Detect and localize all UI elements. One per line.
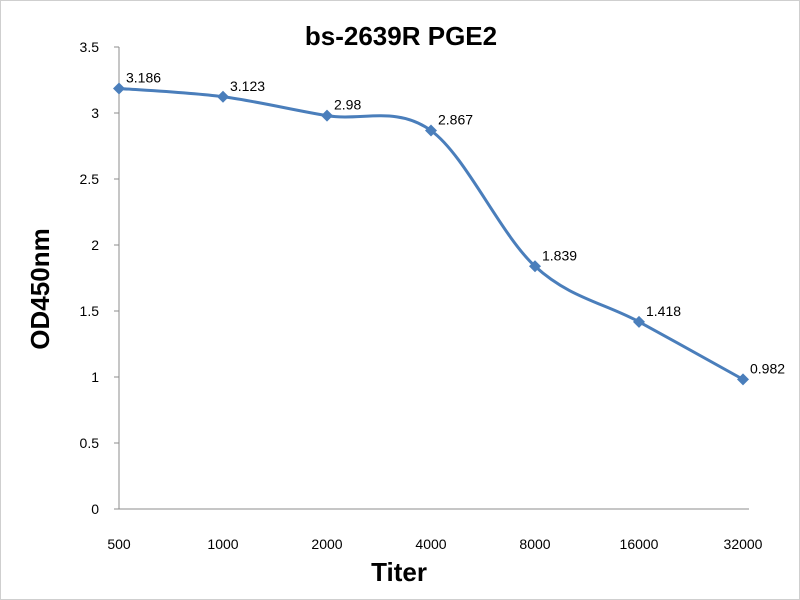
x-tick-label: 4000 (415, 536, 446, 552)
y-tick-label: 1 (91, 369, 99, 385)
y-axis-title: OD450nm (25, 228, 55, 349)
chart-title: bs-2639R PGE2 (305, 21, 497, 51)
x-tick-label: 500 (107, 536, 131, 552)
y-tick-label: 3 (91, 105, 99, 121)
x-tick-label: 2000 (311, 536, 342, 552)
data-point (737, 373, 749, 386)
x-axis-title: Titer (371, 557, 427, 587)
y-tick-label: 3.5 (80, 39, 100, 55)
x-tick-label: 8000 (519, 536, 550, 552)
x-tick-label: 32000 (724, 536, 763, 552)
data-label: 2.98 (334, 97, 361, 113)
y-tick-label: 1.5 (80, 303, 100, 319)
data-label: 3.123 (230, 78, 265, 94)
data-label: 1.839 (542, 247, 577, 263)
data-label: 1.418 (646, 303, 681, 319)
x-tick-label: 16000 (620, 536, 659, 552)
y-tick-label: 0.5 (80, 435, 100, 451)
data-point (529, 260, 541, 273)
data-label: 2.867 (438, 112, 473, 128)
data-point (217, 90, 229, 103)
data-label: 3.186 (126, 69, 161, 85)
y-tick-label: 0 (91, 501, 99, 517)
data-point (321, 109, 333, 122)
data-point (113, 82, 125, 95)
y-tick-label: 2.5 (80, 171, 100, 187)
data-point (633, 315, 645, 328)
data-label: 0.982 (750, 360, 785, 376)
data-point (425, 124, 437, 137)
y-tick-label: 2 (91, 237, 99, 253)
x-tick-label: 1000 (207, 536, 238, 552)
